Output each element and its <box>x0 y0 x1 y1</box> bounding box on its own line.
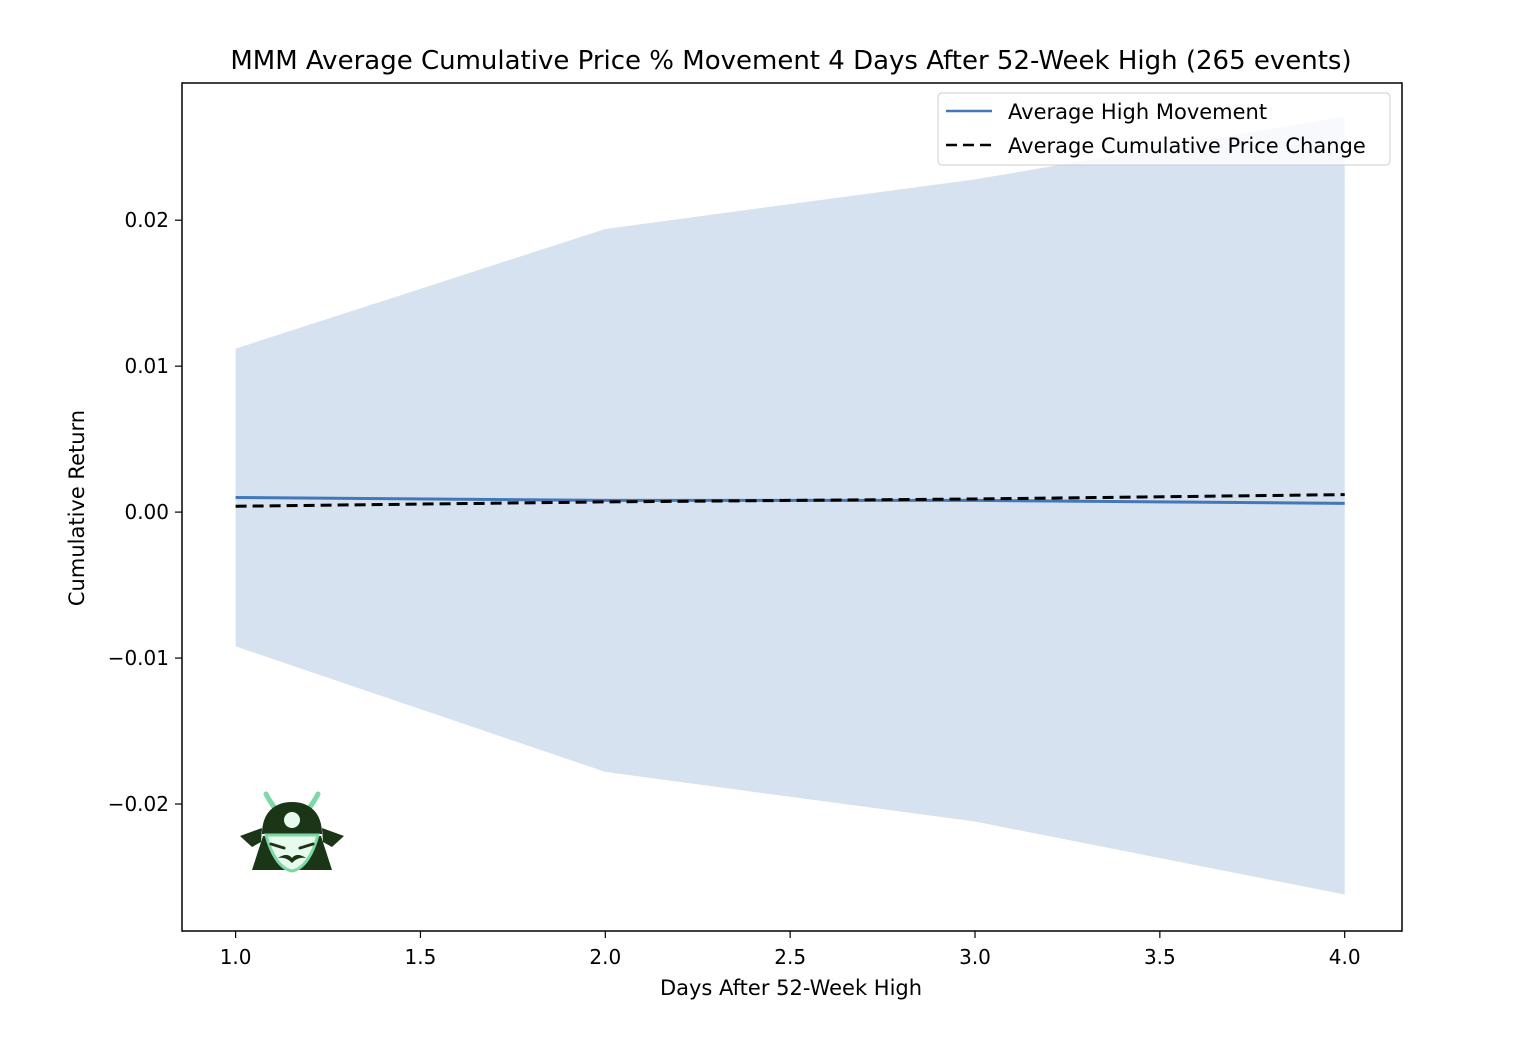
x-tick-label: 2.5 <box>774 945 806 969</box>
legend-label-average-high-movement: Average High Movement <box>1008 100 1267 124</box>
y-tick-label: 0.00 <box>124 500 169 524</box>
data-point-average-cumulative-price-change <box>974 497 977 500</box>
confidence-band <box>235 116 1345 895</box>
data-point-average-cumulative-price-change <box>1343 493 1346 496</box>
y-tick-label: −0.02 <box>108 792 169 816</box>
legend: Average High Movement Average Cumulative… <box>937 92 1391 166</box>
x-axis-label: Days After 52-Week High <box>660 976 922 1000</box>
x-tick-label: 3.0 <box>959 945 991 969</box>
y-tick-label: 0.01 <box>124 354 169 378</box>
x-tick-label: 4.0 <box>1329 945 1361 969</box>
chart-title: MMM Average Cumulative Price % Movement … <box>230 46 1351 76</box>
data-point-average-high-movement <box>1343 502 1346 505</box>
data-point-average-cumulative-price-change <box>604 500 607 503</box>
y-tick-label: 0.02 <box>124 208 169 232</box>
y-axis-label: Cumulative Return <box>65 410 89 606</box>
legend-box <box>937 92 1391 166</box>
axes: 1.0 1.5 2.0 2.5 3.0 3.5 4.0 −0.02 −0.01 0.00 0.01 0… <box>108 82 1403 969</box>
x-tick-label: 1.5 <box>405 945 437 969</box>
x-tick-label: 1.0 <box>220 945 252 969</box>
data-point-average-cumulative-price-change <box>234 505 237 508</box>
plot-frame <box>181 82 1403 932</box>
samurai-helmet-icon <box>240 791 344 873</box>
x-tick-label: 2.0 <box>589 945 621 969</box>
x-tick-label: 3.5 <box>1144 945 1176 969</box>
y-tick-label: −0.01 <box>108 646 169 670</box>
data-point-average-high-movement <box>234 496 237 499</box>
legend-label-average-cumulative-price-change: Average Cumulative Price Change <box>1008 134 1366 158</box>
plot-area <box>234 116 1346 895</box>
series-line-average-cumulative-price-change <box>235 493 1345 508</box>
